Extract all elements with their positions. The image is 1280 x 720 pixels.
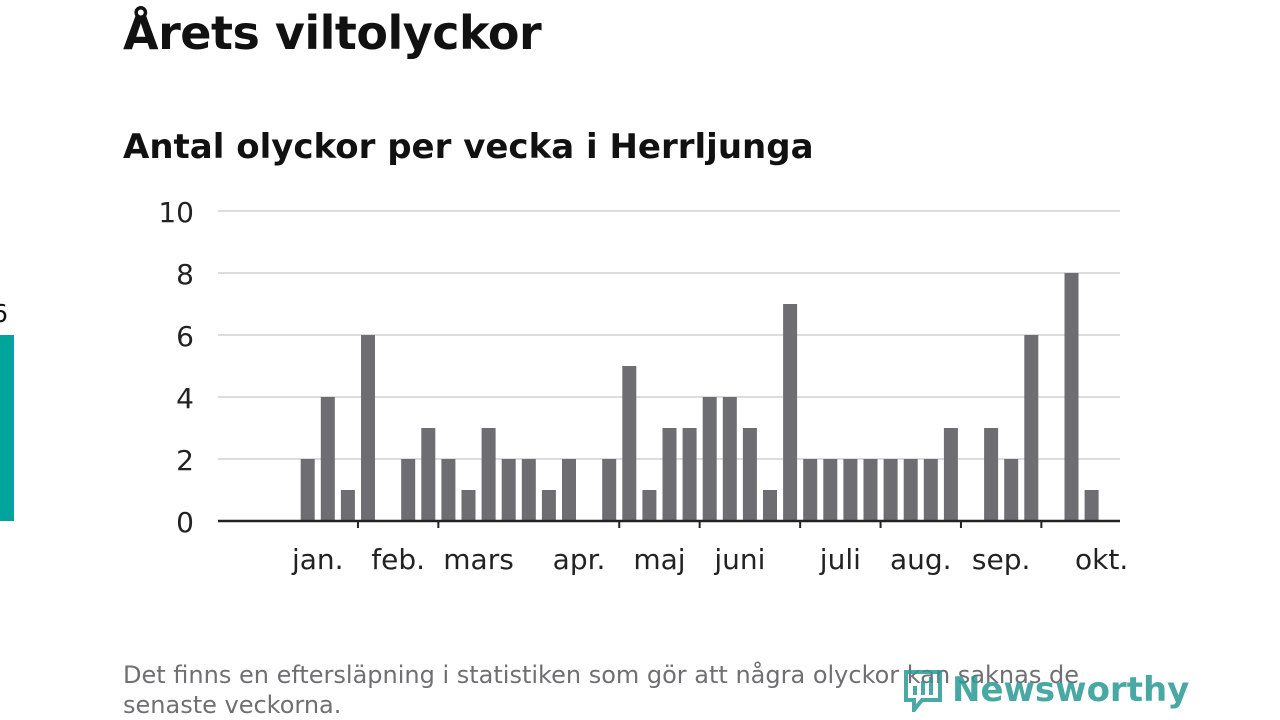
bar (903, 459, 918, 521)
bar (320, 397, 335, 521)
bar (481, 428, 496, 521)
bar (441, 459, 456, 521)
month-label: okt. (1075, 543, 1128, 576)
bar (300, 459, 315, 521)
bar (682, 428, 697, 521)
bar (562, 459, 576, 521)
chart-subtitle: Antal olyckor per vecka i Herrljunga (123, 127, 814, 167)
month-label: jan. (291, 543, 344, 576)
bar (501, 459, 516, 521)
bar (421, 428, 436, 521)
newsworthy-logo-text: Newsworthy (952, 670, 1190, 710)
month-label: juli (819, 543, 861, 576)
bar (742, 428, 757, 521)
y-tick-label: 0 (176, 506, 194, 539)
bar-highlight (0, 335, 14, 521)
bars (0, 273, 1099, 521)
month-label: apr. (553, 543, 606, 576)
axes (218, 519, 1120, 528)
month-label: aug. (890, 543, 952, 576)
month-label: maj (633, 543, 685, 576)
bar (1004, 459, 1019, 521)
y-tick-label: 4 (176, 382, 194, 415)
y-tick-label: 2 (176, 444, 194, 477)
bar (1084, 490, 1099, 521)
bar (823, 459, 838, 521)
bar (923, 459, 938, 521)
bar (783, 304, 798, 521)
bar (361, 335, 375, 521)
bar (722, 397, 737, 521)
bar (803, 459, 818, 521)
month-label: sep. (972, 543, 1031, 576)
bar (340, 490, 355, 521)
bar (1064, 273, 1079, 521)
bar (943, 428, 958, 521)
bar (521, 459, 536, 521)
bar (602, 459, 617, 521)
month-label: feb. (371, 543, 425, 576)
bar (401, 459, 416, 521)
y-tick-label: 6 (176, 320, 194, 353)
bar (883, 459, 898, 521)
newsworthy-logo: Newsworthy (902, 668, 1189, 712)
bar (541, 490, 556, 521)
highlight-value-label: 6 (0, 299, 8, 328)
gridlines (218, 210, 1120, 460)
bar (642, 490, 657, 521)
y-tick-label: 8 (176, 258, 194, 291)
bar (461, 490, 476, 521)
month-label: juni (713, 543, 765, 576)
bar (763, 490, 777, 521)
bar (843, 459, 858, 521)
bar (622, 366, 637, 521)
chart-title: Årets viltolyckor (123, 6, 542, 60)
bar (984, 428, 999, 521)
bar (1024, 335, 1039, 521)
footnote: Det finns en eftersläpning i statistiken… (123, 661, 1079, 719)
bar (702, 397, 717, 521)
y-tick-label: 10 (158, 196, 194, 229)
bar (863, 459, 878, 521)
bar (662, 428, 677, 521)
newsworthy-logo-icon (904, 670, 942, 712)
month-label: mars (443, 543, 514, 576)
